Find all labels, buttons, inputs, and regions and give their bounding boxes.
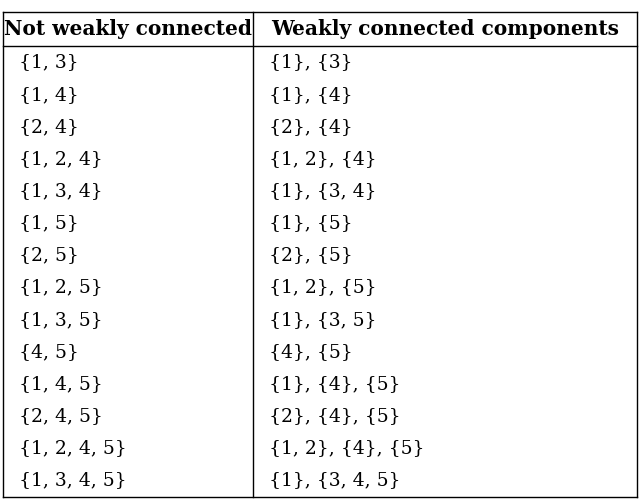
Text: {1, 3}: {1, 3} [19, 53, 79, 71]
Text: {2, 4, 5}: {2, 4, 5} [19, 407, 103, 425]
Text: Weakly connected components: Weakly connected components [271, 19, 619, 39]
Text: {1, 4}: {1, 4} [19, 86, 79, 104]
Text: {1}, {3, 4, 5}: {1}, {3, 4, 5} [269, 472, 400, 490]
Text: {2, 5}: {2, 5} [19, 247, 79, 264]
Text: {1, 4, 5}: {1, 4, 5} [19, 375, 103, 393]
Text: {1, 2}, {5}: {1, 2}, {5} [269, 278, 376, 296]
Text: {4}, {5}: {4}, {5} [269, 343, 353, 361]
Text: {1, 2}, {4}, {5}: {1, 2}, {4}, {5} [269, 439, 424, 457]
Text: {2}, {4}: {2}, {4} [269, 118, 353, 136]
Text: {1, 3, 4, 5}: {1, 3, 4, 5} [19, 472, 127, 490]
Text: {1}, {4}, {5}: {1}, {4}, {5} [269, 375, 400, 393]
Text: {4, 5}: {4, 5} [19, 343, 79, 361]
Text: {1, 2}, {4}: {1, 2}, {4} [269, 150, 376, 168]
Text: {1, 3, 5}: {1, 3, 5} [19, 311, 103, 329]
Text: {1}, {4}: {1}, {4} [269, 86, 353, 104]
Text: {1, 2, 4}: {1, 2, 4} [19, 150, 103, 168]
Text: {1}, {3, 5}: {1}, {3, 5} [269, 311, 376, 329]
Text: {1}, {3}: {1}, {3} [269, 53, 352, 71]
Text: Not weakly connected: Not weakly connected [4, 19, 252, 39]
Text: {1}, {5}: {1}, {5} [269, 214, 353, 232]
Text: {1}, {3, 4}: {1}, {3, 4} [269, 182, 376, 200]
Text: {1, 5}: {1, 5} [19, 214, 79, 232]
Text: {1, 2, 4, 5}: {1, 2, 4, 5} [19, 439, 127, 457]
Text: {2}, {4}, {5}: {2}, {4}, {5} [269, 407, 401, 425]
Text: {1, 3, 4}: {1, 3, 4} [19, 182, 103, 200]
Text: {1, 2, 5}: {1, 2, 5} [19, 278, 103, 296]
Text: {2, 4}: {2, 4} [19, 118, 79, 136]
Text: {2}, {5}: {2}, {5} [269, 247, 353, 264]
